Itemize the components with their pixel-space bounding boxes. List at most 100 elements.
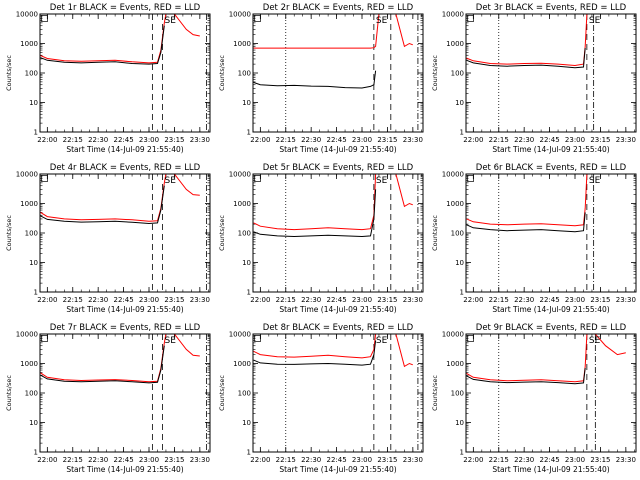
y-tick-label: 10 [242,259,251,267]
x-tick-label: 23:15 [164,296,184,304]
x-tick-label: 23:00 [565,296,585,304]
x-tick-label: 23:15 [590,296,610,304]
x-tick-label: 23:00 [352,136,372,144]
x-tick-label: 22:30 [514,456,534,464]
se-label: SE [376,176,388,186]
x-tick-label: 22:30 [514,136,534,144]
x-tick-label: 22:45 [326,456,346,464]
y-tick-label: 100 [451,230,464,238]
y-tick-label: 1 [460,449,464,457]
events-series-line [466,48,586,69]
y-axis-label: Counts/sec [5,55,13,91]
x-axis-label: Start Time (14-Jul-09 21:55:40) [492,465,609,474]
plot-frame [465,173,637,293]
y-axis-label: Counts/sec [218,215,226,251]
lld-series-line [253,174,413,231]
x-tick-label: 23:00 [565,456,585,464]
x-tick-label: 23:00 [139,456,159,464]
y-tick-label: 10000 [16,11,38,19]
x-tick-label: 23:15 [377,136,397,144]
plot-frame [465,13,637,133]
y-tick-label: 10 [29,99,38,107]
x-tick-label: 22:45 [326,296,346,304]
y-tick-label: 10 [242,99,251,107]
panel-title: Det 1r BLACK = Events, RED = LLD [50,3,201,13]
y-tick-label: 1000 [233,360,251,368]
se-label: SE [589,176,601,186]
detector-panel: Det 2r BLACK = Events, RED = LLD Counts/s… [218,3,424,154]
x-tick-label: 22:45 [113,136,133,144]
y-tick-label: 10000 [229,171,251,179]
events-series-line [253,340,377,366]
y-tick-label: 100 [238,70,251,78]
lld-series-line [40,14,200,64]
x-tick-label: 22:30 [88,136,108,144]
plot-frame [252,173,424,293]
se-label: SE [589,16,601,26]
corner-box-icon [254,15,261,22]
y-tick-label: 100 [238,230,251,238]
x-tick-label: 23:30 [616,136,636,144]
x-tick-label: 22:00 [463,456,483,464]
x-axis-label: Start Time (14-Jul-09 21:55:40) [492,145,609,154]
y-tick-label: 1000 [20,40,38,48]
x-tick-label: 22:15 [63,296,83,304]
panel-title: Det 8r BLACK = Events, RED = LLD [263,323,414,333]
x-tick-label: 22:45 [539,136,559,144]
x-tick-label: 22:15 [276,136,296,144]
y-tick-label: 10000 [229,331,251,339]
x-tick-label: 22:15 [489,296,509,304]
x-tick-label: 23:30 [616,456,636,464]
detector-panel: Det 1r BLACK = Events, RED = LLD Counts/s… [5,3,211,154]
x-tick-label: 23:00 [352,456,372,464]
x-tick-label: 22:00 [37,296,57,304]
panel-title: Det 6r BLACK = Events, RED = LLD [476,163,627,173]
plot-frame [252,13,424,133]
y-tick-label: 1 [460,129,464,137]
y-tick-label: 10000 [229,11,251,19]
y-tick-label: 1000 [446,360,464,368]
lld-series-line [253,14,413,49]
x-tick-label: 23:30 [403,456,423,464]
detector-panel: Det 4r BLACK = Events, RED = LLD Counts/s… [5,163,211,314]
events-series-line [253,189,377,238]
y-tick-label: 1000 [20,200,38,208]
x-tick-label: 23:15 [590,136,610,144]
panel-title: Det 3r BLACK = Events, RED = LLD [476,3,627,13]
y-tick-label: 1 [34,289,38,297]
x-tick-label: 22:45 [113,296,133,304]
y-tick-label: 1000 [233,200,251,208]
panel-title: Det 4r BLACK = Events, RED = LLD [50,163,201,173]
x-tick-label: 22:15 [276,456,296,464]
events-series-line [40,345,165,384]
detector-panel: Det 9r BLACK = Events, RED = LLD Counts/s… [431,323,637,474]
x-tick-label: 22:45 [539,296,559,304]
y-tick-label: 1 [247,449,251,457]
x-tick-label: 22:15 [489,456,509,464]
x-tick-label: 22:30 [88,296,108,304]
y-tick-label: 10 [29,259,38,267]
y-tick-label: 1000 [233,40,251,48]
y-axis-label: Counts/sec [431,375,439,411]
x-tick-label: 22:15 [276,296,296,304]
x-tick-label: 22:00 [250,136,270,144]
x-tick-label: 22:00 [463,296,483,304]
corner-box-icon [467,335,474,342]
lld-series-line [40,334,200,383]
x-tick-label: 22:30 [301,296,321,304]
x-axis-label: Start Time (14-Jul-09 21:55:40) [66,465,183,474]
y-tick-label: 10000 [442,331,464,339]
panel-title: Det 5r BLACK = Events, RED = LLD [263,163,414,173]
x-tick-label: 22:30 [301,456,321,464]
corner-box-icon [41,335,48,342]
lld-series-line [466,174,626,227]
y-axis-label: Counts/sec [5,215,13,251]
lld-series-line [40,174,200,222]
y-tick-label: 10 [455,259,464,267]
x-tick-label: 22:45 [113,456,133,464]
corner-box-icon [254,175,261,182]
x-axis-label: Start Time (14-Jul-09 21:55:40) [279,465,396,474]
y-tick-label: 10 [29,419,38,427]
detector-panel: Det 7r BLACK = Events, RED = LLD Counts/s… [5,323,211,474]
